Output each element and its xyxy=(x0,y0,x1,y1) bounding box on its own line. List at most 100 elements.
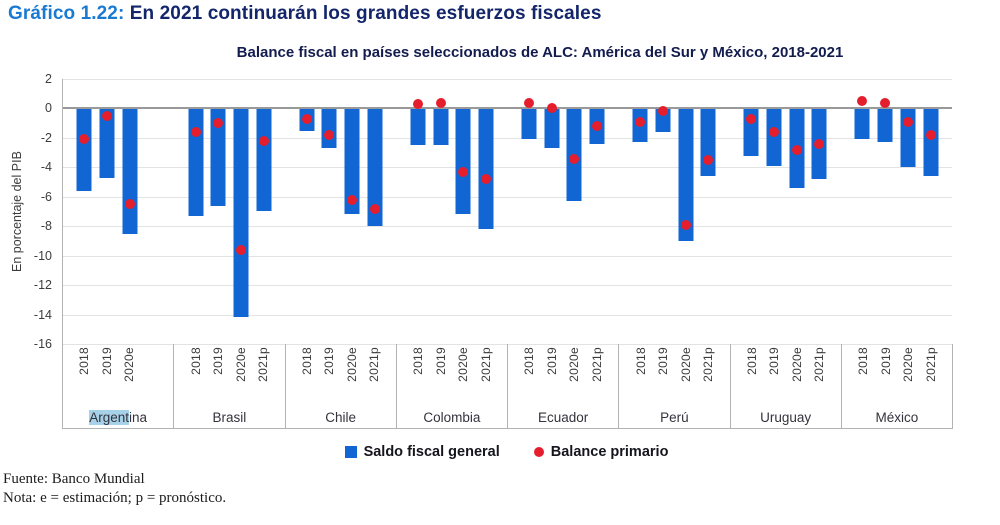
country-group xyxy=(508,79,619,344)
bar-saldo-fiscal xyxy=(766,108,782,166)
dot-balance-primario xyxy=(546,103,557,114)
dot-balance-primario xyxy=(857,96,868,107)
year-tick-label: 2020e xyxy=(233,347,248,382)
bar-slot xyxy=(586,79,609,344)
gridline xyxy=(63,314,952,316)
y-tick-label: -16 xyxy=(33,337,52,351)
bar-saldo-fiscal xyxy=(700,108,716,177)
plot-area xyxy=(62,79,952,345)
bar-slot xyxy=(785,79,808,344)
gridline xyxy=(63,196,952,198)
dot-balance-primario xyxy=(213,118,224,129)
bar-saldo-fiscal xyxy=(455,108,471,215)
country-label: Ecuador xyxy=(537,409,589,425)
dot-balance-primario xyxy=(523,97,534,108)
gridline xyxy=(63,167,952,169)
country-group xyxy=(285,79,396,344)
bar-slot xyxy=(874,79,897,344)
country-label: Argent ina xyxy=(63,406,173,428)
dot-balance-primario xyxy=(569,153,580,164)
legend-item-primario: Balance primario xyxy=(533,444,668,460)
y-tick-label: -8 xyxy=(40,219,52,234)
country-group xyxy=(396,79,507,344)
page-title-text: En 2021 continuarán los grandes esfuerzo… xyxy=(124,3,602,24)
dot-balance-primario xyxy=(814,138,825,149)
country-group xyxy=(841,79,952,344)
y-axis-tick-labels: 2 0 -2 -4 -6 -8 -10 -12 -14 -16 xyxy=(26,72,56,351)
year-tick-label: 2020e xyxy=(122,347,137,382)
country-group xyxy=(63,79,174,344)
dot-balance-primario xyxy=(79,134,90,145)
chart-footnotes: Fuente: Banco Mundial Nota: e = estimaci… xyxy=(3,470,226,508)
bar-slot xyxy=(207,79,230,344)
bar-slot xyxy=(808,79,831,344)
dot-balance-primario xyxy=(768,127,779,137)
year-tick-label: 2021p xyxy=(812,347,827,382)
year-tick-label: 2021p xyxy=(923,347,938,382)
bar-saldo-fiscal xyxy=(854,108,870,140)
dot-balance-primario xyxy=(435,97,446,108)
bar-saldo-fiscal xyxy=(256,108,272,212)
dot-balance-primario xyxy=(102,110,113,121)
y-tick-label: -10 xyxy=(33,248,52,263)
bar-saldo-fiscal xyxy=(478,108,494,230)
bar-saldo-fiscal xyxy=(122,108,138,234)
dot-balance-primario xyxy=(347,194,358,205)
bar-saldo-fiscal xyxy=(433,108,449,146)
gridline xyxy=(63,255,952,257)
legend-label-saldo: Saldo fiscal general xyxy=(363,444,500,460)
legend-item-saldo: Saldo fiscal general xyxy=(344,444,500,460)
bar-slot xyxy=(341,79,364,344)
year-tick-label: 2019 xyxy=(322,347,337,375)
bar-saldo-fiscal xyxy=(367,108,383,227)
x-label-group: 2018 2019 2020e 2021p Ecuador xyxy=(508,344,620,428)
y-tick-label: -4 xyxy=(40,160,52,175)
dot-balance-primario xyxy=(458,166,469,177)
dot-balance-primario xyxy=(301,113,312,124)
year-tick-label: 2019 xyxy=(99,347,114,375)
year-tick-label: 2019 xyxy=(211,347,226,375)
gridline xyxy=(63,285,952,287)
dot-balance-primario xyxy=(190,127,201,137)
country-label: Brasil xyxy=(212,409,247,425)
y-tick-label: -6 xyxy=(40,189,52,204)
bar-slot xyxy=(452,79,475,344)
bar-slot xyxy=(429,79,452,344)
x-label-group: 2018 2019 2020e 2021p Colombia xyxy=(397,344,508,428)
bar-slot xyxy=(674,79,697,344)
dot-balance-primario xyxy=(592,121,603,132)
y-tick-label: 2 xyxy=(45,72,52,86)
country-label: Colombia xyxy=(423,409,481,425)
x-label-group: 2018 2019 2020e Argent ina xyxy=(63,344,175,428)
country-label: Perú xyxy=(660,409,689,425)
bar-saldo-fiscal xyxy=(923,108,939,177)
country-group xyxy=(174,79,285,344)
dot-balance-primario xyxy=(412,99,423,110)
bar-saldo-fiscal xyxy=(521,108,537,140)
y-tick-label: -2 xyxy=(40,130,52,145)
bar-saldo-fiscal xyxy=(99,108,115,178)
year-tick-label: 2019 xyxy=(433,347,448,375)
bar-slot xyxy=(119,79,142,344)
x-label-group: 2018 2019 2020e 2021p Chile xyxy=(286,344,397,428)
bar-slot xyxy=(364,79,387,344)
y-tick-label: -12 xyxy=(33,278,52,293)
country-label: México xyxy=(875,409,919,425)
year-tick-label: 2020e xyxy=(456,347,471,382)
bar-slot xyxy=(318,79,341,344)
text-selection-highlight: Argent xyxy=(89,409,129,425)
bar-slot xyxy=(73,79,96,344)
year-tick-label: 2021p xyxy=(256,347,271,382)
bar-slot xyxy=(763,79,786,344)
x-label-group: 2018 2019 2020e 2021p Perú xyxy=(619,344,731,428)
dot-balance-primario xyxy=(481,174,492,185)
bar-saldo-fiscal xyxy=(410,108,426,146)
year-tick-label: 2021p xyxy=(367,347,382,382)
x-label-group: 2018 2019 2020e 2021p Uruguay xyxy=(731,344,842,428)
bar-slot xyxy=(697,79,720,344)
year-tick-label: 2020e xyxy=(789,347,804,382)
bar-groups xyxy=(63,79,952,344)
dot-balance-primario xyxy=(703,154,714,165)
bar-saldo-fiscal xyxy=(210,108,226,206)
